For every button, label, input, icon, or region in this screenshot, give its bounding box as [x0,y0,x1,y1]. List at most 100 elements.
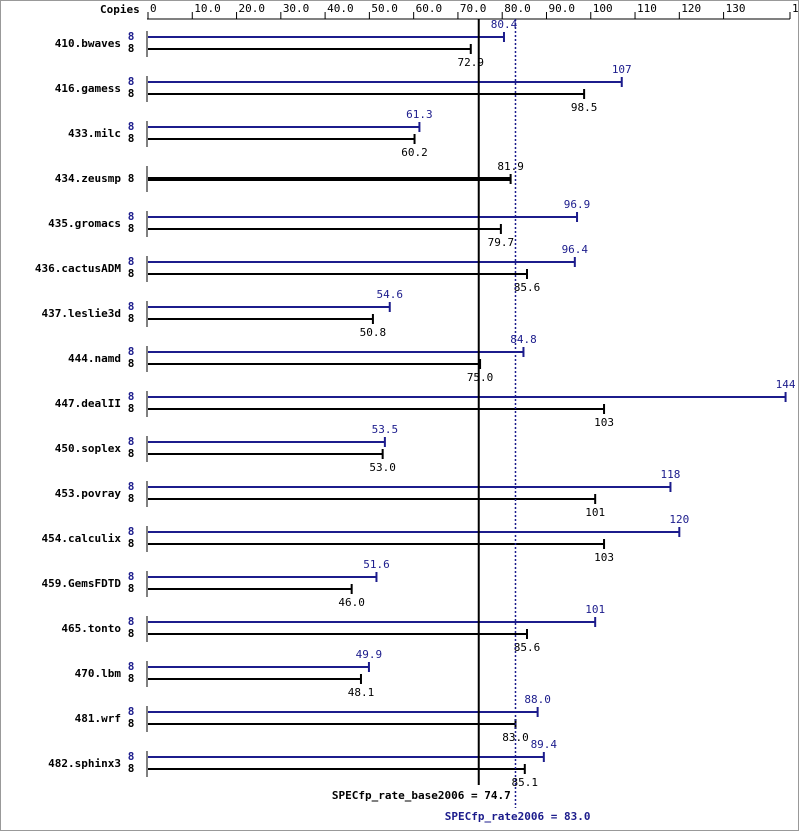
value-label: 85.1 [512,776,539,789]
value-label: 53.5 [372,423,399,436]
copies: 8 [128,525,135,538]
copies: 8 [128,132,135,145]
benchmark-name: 410.bwaves [55,37,121,50]
copies: 8 [128,267,135,280]
benchmark-name: 465.tonto [61,622,121,635]
copies: 8 [128,762,135,775]
benchmark-name: 459.GemsFDTD [42,577,122,590]
value-label: 80.4 [491,18,518,31]
value-label: 96.9 [564,198,591,211]
benchmark-name: 433.milc [68,127,121,140]
copies: 8 [128,447,135,460]
copies: 8 [128,750,135,763]
benchmark-name: 434.zeusmp [55,172,122,185]
copies: 8 [128,300,135,313]
x-tick-label: 30.0 [283,2,310,15]
benchmark-name: 453.povray [55,487,122,500]
value-label: 48.1 [348,686,375,699]
x-tick-label: 110 [637,2,657,15]
x-tick-label: 100 [593,2,613,15]
copies: 8 [128,492,135,505]
value-label: 118 [661,468,681,481]
copies: 8 [128,582,135,595]
copies: 8 [128,75,135,88]
copies: 8 [128,255,135,268]
summary-label: SPECfp_rate2006 = 83.0 [445,810,591,823]
benchmark-name: 481.wrf [75,712,121,725]
benchmark-name: 416.gamess [55,82,121,95]
value-label: 54.6 [376,288,403,301]
copies: 8 [128,570,135,583]
summary-label: SPECfp_rate_base2006 = 74.7 [332,789,511,802]
value-label: 75.0 [467,371,494,384]
copies: 8 [128,312,135,325]
copies: 8 [128,480,135,493]
x-tick-label: 0 [150,2,157,15]
benchmark-name: 454.calculix [42,532,122,545]
value-label: 89.4 [531,738,558,751]
x-tick-label: 80.0 [504,2,531,15]
benchmark-name: 447.dealII [55,397,121,410]
value-label: 96.4 [562,243,589,256]
value-label: 85.6 [514,281,541,294]
copies: 8 [128,717,135,730]
x-tick-label: 90.0 [548,2,575,15]
benchmark-name: 450.soplex [55,442,122,455]
x-tick-label: 10.0 [194,2,221,15]
copies: 8 [128,345,135,358]
value-label: 46.0 [338,596,365,609]
copies: 8 [128,390,135,403]
value-label: 101 [585,506,605,519]
benchmark-name: 436.cactusADM [35,262,121,275]
copies: 8 [128,120,135,133]
value-label: 85.6 [514,641,541,654]
copies: 8 [128,222,135,235]
benchmark-name: 482.sphinx3 [48,757,121,770]
value-label: 84.8 [510,333,537,346]
value-label: 103 [594,416,614,429]
value-label: 88.0 [524,693,551,706]
value-label: 144 [776,378,796,391]
value-label: 83.0 [502,731,529,744]
value-label: 72.9 [458,56,485,69]
value-label: 107 [612,63,632,76]
value-label: 120 [669,513,689,526]
copies: 8 [128,627,135,640]
x-tick-label: 120 [681,2,701,15]
copies: 8 [128,705,135,718]
value-label: 103 [594,551,614,564]
value-label: 79.7 [488,236,515,249]
benchmark-name: 435.gromacs [48,217,121,230]
x-tick-label: 40.0 [327,2,354,15]
value-label: 81.9 [497,160,524,173]
copies: 8 [128,537,135,550]
copies: 8 [128,402,135,415]
copies: 8 [128,87,135,100]
benchmark-name: 444.namd [68,352,121,365]
copies: 8 [128,172,135,185]
copies: 8 [128,30,135,43]
x-tick-label: 145 [792,2,799,15]
x-tick-label: 20.0 [239,2,266,15]
copies: 8 [128,210,135,223]
x-tick-label: 130 [726,2,746,15]
value-label: 98.5 [571,101,598,114]
copies: 8 [128,660,135,673]
value-label: 49.9 [356,648,383,661]
x-tick-label: 60.0 [416,2,443,15]
x-tick-label: 70.0 [460,2,487,15]
value-label: 101 [585,603,605,616]
copies-header: Copies [100,3,140,16]
value-label: 53.0 [369,461,396,474]
copies: 8 [128,672,135,685]
x-tick-label: 50.0 [371,2,398,15]
value-label: 50.8 [360,326,387,339]
copies: 8 [128,42,135,55]
value-label: 60.2 [401,146,428,159]
benchmark-name: 470.lbm [75,667,122,680]
benchmark-name: 437.leslie3d [42,307,121,320]
copies: 8 [128,615,135,628]
